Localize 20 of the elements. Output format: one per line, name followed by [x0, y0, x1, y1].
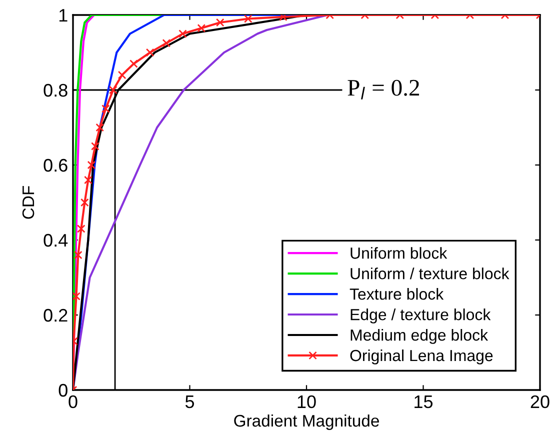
x-tick-label: 5 — [185, 396, 194, 408]
legend-label: Texture block — [350, 288, 444, 300]
x-tick-label: 10 — [298, 395, 316, 408]
annotation: P$_{l}$ = 0.2 — [348, 80, 420, 100]
legend-label: Uniform block — [350, 247, 448, 259]
legend-label: Original Lena Image — [350, 349, 493, 364]
x-tick-label: 0 — [68, 395, 78, 408]
x-tick-label: 15 — [414, 396, 433, 408]
x-axis-title: Gradient Magnitude — [234, 414, 379, 430]
y-tick-label: 1 — [59, 9, 68, 22]
y-tick-label: 0 — [58, 384, 68, 397]
legend-label: Medium edge block — [350, 329, 488, 344]
y-axis-title: CDF — [22, 186, 34, 219]
y-tick-label: 0.8 — [44, 84, 68, 97]
legend-label: Edge / texture block — [350, 308, 491, 324]
y-tick-label: 0.4 — [44, 234, 68, 247]
x-tick-label: 20 — [530, 395, 550, 408]
y-tick-label: 0.2 — [44, 308, 68, 322]
legend-label: Uniform / texture block — [350, 268, 510, 280]
y-tick-label: 0.6 — [44, 158, 68, 172]
